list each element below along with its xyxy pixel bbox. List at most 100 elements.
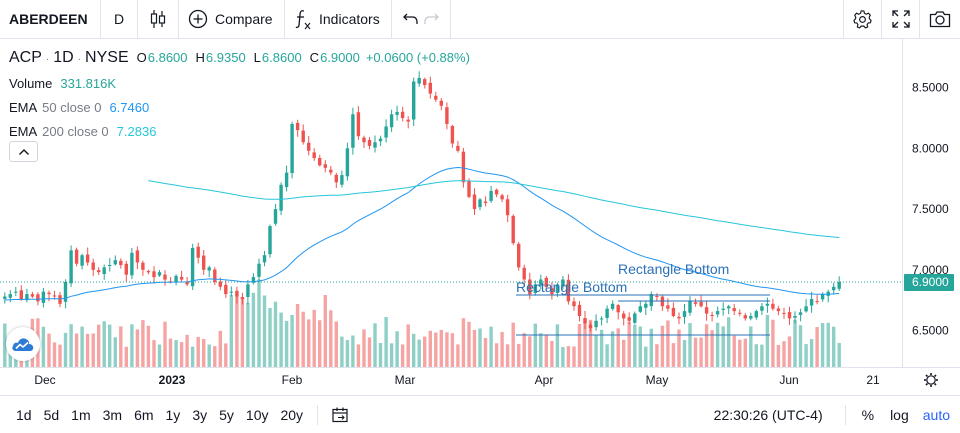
volume-bar	[627, 321, 631, 367]
indicators-button[interactable]: Indicators	[285, 0, 392, 38]
chart-type-button[interactable]	[138, 0, 179, 38]
legend-ema200[interactable]: EMA 200 close 0 7.2836	[9, 120, 470, 144]
fullscreen-button[interactable]	[882, 0, 920, 38]
candle-body	[423, 79, 427, 86]
candle-body	[809, 299, 814, 306]
time-axis[interactable]: Dec 2023 Feb Mar Apr May Jun 21	[34, 373, 880, 387]
candle-body	[373, 142, 377, 148]
candle-body	[550, 288, 554, 295]
interval-button[interactable]: D	[101, 0, 138, 38]
auto-scale-toggle[interactable]: auto	[922, 406, 950, 423]
range-1d[interactable]: 1d	[16, 406, 32, 423]
volume-bar	[450, 333, 455, 367]
range-3y[interactable]: 3y	[192, 406, 208, 423]
candle-body	[782, 312, 786, 314]
candle-body	[760, 306, 764, 311]
legend-volume[interactable]: Volume 331.816K	[9, 72, 470, 96]
candle-body	[168, 281, 173, 283]
candle-body	[362, 137, 366, 143]
rectangle-drawing-1-label[interactable]: Rectangle Bottom	[516, 279, 627, 295]
volume-bar	[572, 346, 576, 367]
percent-scale-toggle[interactable]: %	[861, 406, 875, 423]
candle-body	[36, 294, 40, 302]
candle-body	[489, 190, 493, 201]
range-20y[interactable]: 20y	[280, 406, 304, 423]
function-icon	[295, 10, 311, 30]
calendar-goto-icon[interactable]	[332, 407, 350, 423]
volume-bar	[622, 339, 626, 367]
volume-bar	[467, 321, 471, 367]
symbol-search-button[interactable]: ABERDEEN	[0, 0, 101, 38]
tradingview-logo-button[interactable]	[6, 327, 40, 361]
candle-body	[19, 290, 23, 299]
volume-bar	[74, 333, 79, 367]
indicators-label: Indicators	[319, 11, 380, 27]
ema200-line[interactable]	[148, 180, 840, 238]
range-1m[interactable]: 1m	[71, 406, 91, 423]
range-1y[interactable]: 1y	[165, 406, 181, 423]
legend-close-key: C	[309, 50, 320, 65]
volume-bar	[660, 325, 665, 367]
volume-bar	[688, 323, 692, 367]
volume-bar	[749, 326, 753, 367]
candle-body	[715, 311, 720, 315]
range-6m[interactable]: 6m	[134, 406, 154, 423]
undo-icon[interactable]	[402, 10, 420, 28]
compare-button[interactable]: Compare	[179, 0, 285, 38]
legend-ema50[interactable]: EMA 50 close 0 6.7460	[9, 96, 470, 120]
redo-icon[interactable]	[422, 10, 440, 28]
candle-body	[704, 307, 709, 314]
screenshot-button[interactable]	[920, 0, 960, 38]
chart-pane[interactable]: Rectangle Bottom Rectangle Bottom 8.5000…	[0, 39, 960, 395]
volume-bar	[196, 336, 200, 367]
candle-body	[793, 316, 797, 318]
candle-body	[8, 294, 12, 298]
volume-bar	[213, 346, 217, 367]
log-scale-toggle[interactable]: log	[890, 406, 909, 423]
volume-bar	[130, 324, 134, 367]
price-tick-label: 6.5000	[912, 324, 949, 338]
candle-body	[273, 209, 278, 224]
clock-timezone[interactable]: 22:30:26 (UTC-4)	[713, 406, 823, 423]
candle-body	[146, 271, 151, 273]
axis-settings-icon[interactable]	[924, 373, 938, 387]
volume-bar	[820, 323, 825, 367]
legend-main-series[interactable]: ACP · 1D · NYSE O 6.8600 H 6.9350 L 6.8600 …	[9, 46, 470, 72]
volume-bar	[362, 329, 366, 367]
ema50-line[interactable]	[4, 166, 840, 301]
rectangle-drawing-2-label[interactable]: Rectangle Bottom	[618, 261, 729, 277]
volume-bar	[804, 344, 808, 367]
price-axis[interactable]: 8.5000 8.0000 7.5000 7.0000 6.5000 6.9000	[904, 81, 954, 338]
volume-bar	[229, 294, 233, 367]
settings-button[interactable]	[844, 0, 882, 38]
candle-body	[284, 172, 289, 188]
candles	[3, 71, 841, 332]
candle-body	[152, 271, 156, 278]
price-chart[interactable]: Rectangle Bottom Rectangle Bottom 8.5000…	[0, 39, 960, 395]
volume-bar	[367, 337, 372, 367]
range-10y[interactable]: 10y	[245, 406, 269, 423]
volume-bar	[113, 337, 117, 367]
range-3m[interactable]: 3m	[102, 406, 123, 423]
candles-icon	[150, 10, 166, 28]
candle-body	[820, 294, 825, 300]
candle-body	[130, 252, 134, 276]
volume-bar	[649, 328, 653, 367]
volume-bar	[400, 344, 405, 367]
volume-bar	[710, 330, 714, 367]
candle-body	[439, 100, 443, 106]
volume-bar	[257, 279, 261, 367]
volume-bar	[472, 329, 477, 367]
volume-bar	[727, 317, 731, 367]
volume-bar	[279, 312, 283, 367]
candle-body	[251, 277, 256, 283]
range-5d[interactable]: 5d	[43, 406, 60, 423]
legend-open-key: O	[136, 50, 147, 65]
volume-bar	[3, 323, 7, 367]
legend-collapse-button[interactable]	[9, 141, 38, 162]
range-5y[interactable]: 5y	[219, 406, 234, 423]
volume-bar	[224, 343, 228, 367]
volume-bar	[97, 324, 101, 367]
candle-body	[190, 247, 195, 287]
volume-bar	[583, 319, 587, 367]
